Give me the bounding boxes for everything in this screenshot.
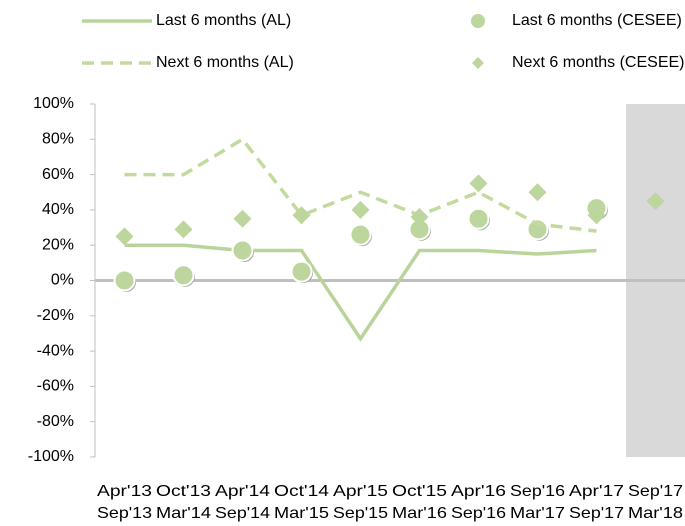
x-tick-label: Mar'16 — [392, 505, 447, 522]
legend-label: Last 6 months (AL) — [156, 12, 291, 29]
circle-marker — [467, 207, 490, 230]
y-tick-label: 20% — [42, 236, 74, 253]
x-tick-label: Mar'18 — [628, 505, 683, 522]
x-tick-label: Sep'16 — [451, 505, 506, 522]
diamond-marker — [410, 207, 429, 226]
diamond-marker — [233, 209, 252, 228]
circle-marker — [172, 264, 195, 287]
y-tick-label: -40% — [37, 342, 74, 359]
x-tick-label: Apr'13 — [97, 483, 152, 500]
x-tick-label: Apr'15 — [333, 483, 388, 500]
y-tick-label: 40% — [42, 201, 74, 218]
circle-marker — [290, 260, 313, 283]
x-tick-label: Sep'13 — [97, 505, 152, 522]
x-tick-label: Apr'16 — [451, 483, 506, 500]
diamond-marker — [587, 206, 606, 225]
x-tick-label: Sep'15 — [333, 505, 388, 522]
x-tick-label: Oct'15 — [392, 483, 447, 500]
diamond-marker — [115, 227, 134, 246]
diamond-marker — [528, 183, 547, 202]
x-tick-label: Oct'13 — [156, 483, 211, 500]
circle-marker — [113, 269, 136, 292]
y-tick-label: 0% — [51, 272, 74, 289]
legend-label: Next 6 months (CESEE) — [512, 54, 685, 71]
y-tick-label: 100% — [33, 95, 74, 112]
diamond-marker — [646, 192, 665, 211]
x-tick-label: Sep'17 — [569, 505, 624, 522]
x-tick-label: Sep'14 — [215, 505, 270, 522]
x-tick-label: Sep'16 — [510, 483, 565, 500]
circle-marker — [231, 239, 254, 262]
legend-swatch — [471, 14, 485, 28]
legend-label: Last 6 months (CESEE) — [512, 12, 682, 29]
line-series — [124, 243, 597, 342]
legend-label: Next 6 months (AL) — [156, 54, 294, 71]
diamond-marker — [292, 206, 311, 225]
y-tick-label: -80% — [37, 413, 74, 430]
y-tick-label: -60% — [37, 378, 74, 395]
x-tick-label: Oct'14 — [274, 483, 329, 500]
y-tick-label: 80% — [42, 131, 74, 148]
line-series — [124, 137, 597, 233]
x-tick-label: Apr'17 — [569, 483, 624, 500]
x-tick-label: Mar'17 — [510, 505, 565, 522]
y-tick-label: -20% — [37, 307, 74, 324]
diamond-marker — [469, 174, 488, 193]
y-tick-label: 60% — [42, 166, 74, 183]
legend-swatch — [472, 57, 484, 69]
circle-marker — [349, 223, 372, 246]
x-tick-label: Mar'14 — [156, 505, 211, 522]
y-tick-label: -100% — [28, 448, 74, 465]
x-tick-label: Sep'17 — [628, 483, 683, 500]
x-tick-label: Mar'15 — [274, 505, 329, 522]
x-tick-label: Apr'14 — [215, 483, 270, 500]
diamond-marker — [174, 220, 193, 239]
diamond-marker — [351, 200, 370, 219]
